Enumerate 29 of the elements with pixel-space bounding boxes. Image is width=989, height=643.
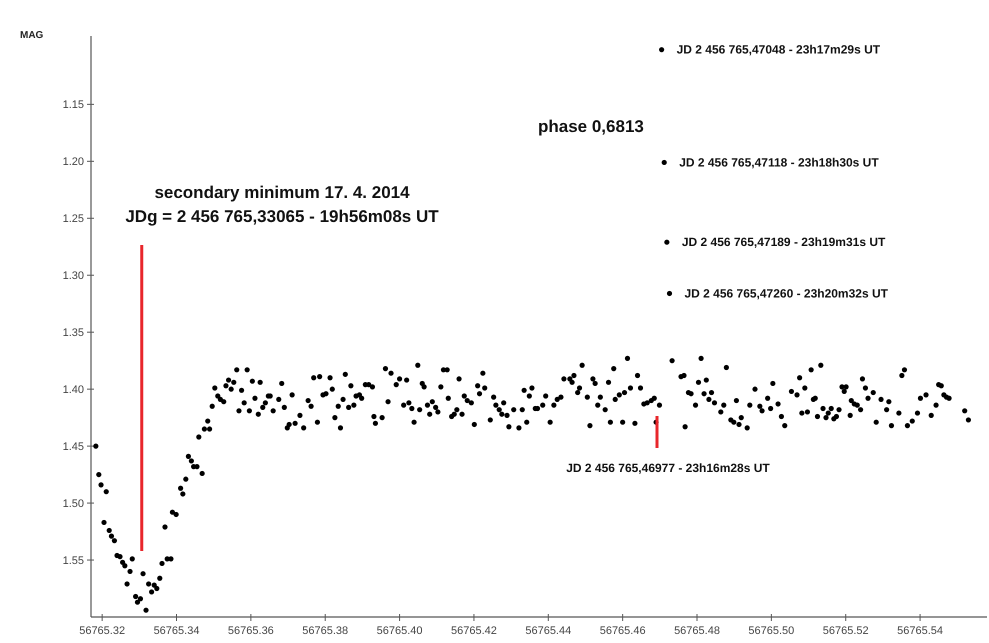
y-tick-label: 1.40 (62, 384, 84, 396)
x-tick-label: 56765.46 (600, 625, 646, 637)
annotation: phase 0,6813 (538, 117, 644, 136)
x-tick-label: 56765.32 (79, 625, 126, 637)
annotation: JD 2 456 765,47048 - 23h17m29s UT (676, 42, 881, 57)
x-tick-label: 56765.40 (376, 625, 423, 637)
y-tick-label: 1.25 (62, 213, 84, 226)
annotation: JD 2 456 765,47189 - 23h19m31s UT (682, 235, 886, 250)
x-tick-label: 56765.48 (674, 625, 720, 637)
annotation: JD 2 456 765,47118 - 23h18h30s UT (679, 155, 880, 170)
annotation: JD 2 456 765,46977 - 23h16m28s UT (566, 461, 770, 475)
x-tick-label: 56765.50 (748, 625, 794, 637)
annotation: secondary minimum 17. 4. 2014 JDg = 2 456 765,33065 - 19h56m08s UT (125, 183, 440, 226)
x-tick-label: 56765.54 (897, 625, 944, 637)
x-tick-label: 56765.36 (228, 625, 274, 637)
y-tick-label: 1.20 (62, 156, 84, 168)
x-tick-label: 56765.42 (450, 625, 497, 637)
y-tick-label: 1.55 (62, 554, 84, 567)
y-tick-label: 1.15 (62, 99, 84, 112)
x-tick-label: 56765.44 (525, 625, 572, 637)
annotation: JD 2 456 765,47260 - 23h20m32s UT (684, 286, 889, 300)
y-tick-label: 1.30 (62, 270, 84, 282)
y-tick-label: 1.50 (62, 498, 84, 510)
y-axis-title: MAG (20, 30, 44, 41)
x-tick-label: 56765.34 (154, 625, 200, 637)
x-tick-label: 56765.52 (822, 625, 869, 637)
y-tick-label: 1.45 (62, 440, 84, 453)
y-tick-label: 1.35 (62, 327, 84, 340)
x-tick-label: 56765.38 (302, 625, 348, 637)
